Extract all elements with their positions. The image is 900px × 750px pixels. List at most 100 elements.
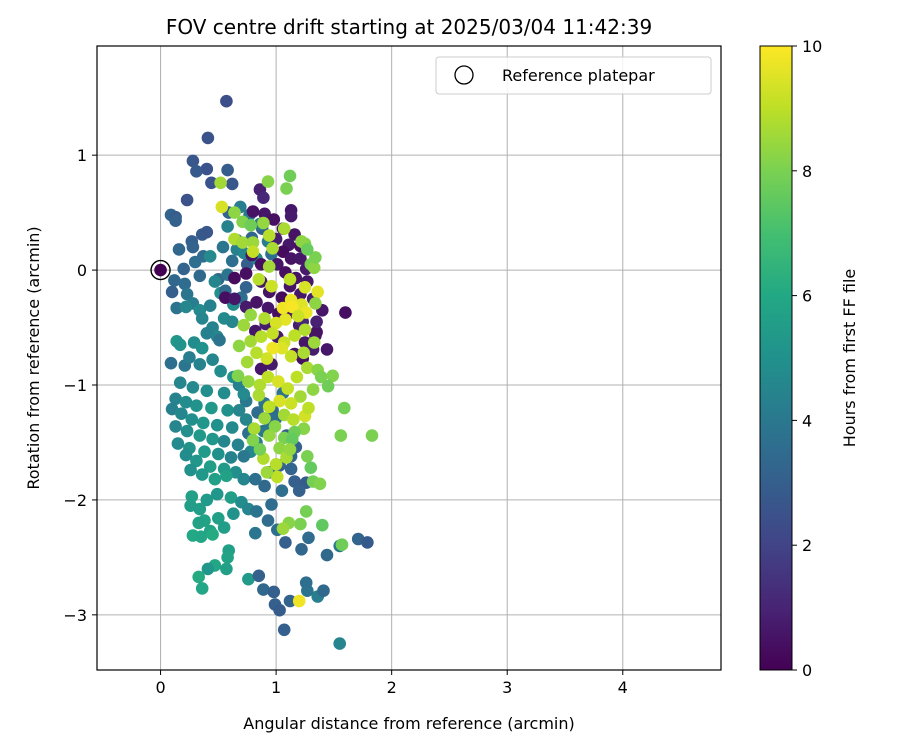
data-point <box>192 516 205 530</box>
data-point <box>228 292 241 306</box>
data-point <box>313 477 327 491</box>
data-point <box>225 177 239 191</box>
y-tick-label: 1 <box>77 146 87 165</box>
x-tick-label: 3 <box>502 678 512 697</box>
data-point <box>276 301 290 315</box>
data-point <box>172 243 186 256</box>
data-point <box>192 570 205 584</box>
data-point <box>197 416 210 430</box>
colorbar-gradient <box>759 45 793 671</box>
data-point <box>237 472 251 486</box>
data-point <box>239 281 253 294</box>
data-point <box>225 254 239 268</box>
data-point <box>277 222 291 235</box>
data-point <box>184 463 197 477</box>
chart-title: FOV centre drift starting at 2025/03/04 … <box>166 15 652 39</box>
data-point <box>201 562 215 576</box>
data-point <box>258 312 271 325</box>
data-point <box>365 429 379 442</box>
data-point <box>225 315 239 329</box>
data-point <box>210 418 224 432</box>
data-point <box>260 352 274 365</box>
data-point <box>249 472 262 486</box>
data-point <box>205 401 218 415</box>
data-point <box>225 421 239 434</box>
data-point <box>295 543 308 556</box>
data-point <box>321 379 335 393</box>
reference-point-fill <box>154 263 167 277</box>
x-tick-label: 0 <box>155 678 165 697</box>
data-point <box>221 404 234 417</box>
data-point <box>261 301 275 315</box>
data-point <box>252 569 266 583</box>
data-point <box>250 346 263 360</box>
data-point <box>206 528 219 541</box>
data-point <box>215 200 229 214</box>
data-point <box>168 274 181 287</box>
data-point <box>249 526 262 540</box>
data-point <box>169 392 182 406</box>
data-point <box>232 404 246 417</box>
data-point <box>179 395 193 409</box>
data-point <box>246 433 260 447</box>
data-point <box>220 94 233 108</box>
data-point <box>286 432 299 446</box>
data-point <box>206 353 219 367</box>
data-point <box>273 441 286 455</box>
data-point <box>195 468 209 481</box>
data-point <box>273 394 286 408</box>
data-point <box>320 548 334 562</box>
data-point <box>297 346 311 360</box>
data-point <box>219 291 232 305</box>
data-point <box>257 583 270 596</box>
data-point <box>252 273 266 286</box>
data-point <box>214 176 227 190</box>
data-point <box>277 623 291 637</box>
data-point <box>298 323 312 337</box>
data-point <box>237 387 251 401</box>
data-point <box>317 584 330 597</box>
data-point <box>173 338 187 352</box>
data-point <box>258 479 271 493</box>
data-point <box>212 512 225 525</box>
data-point <box>266 327 279 340</box>
data-point <box>236 236 249 249</box>
data-point <box>307 336 321 349</box>
data-point <box>169 214 182 227</box>
data-point <box>294 517 307 531</box>
data-point <box>244 308 257 322</box>
data-point <box>286 300 299 314</box>
data-point <box>203 249 217 263</box>
data-point <box>269 458 283 471</box>
data-point <box>361 536 374 549</box>
data-point <box>186 381 200 394</box>
data-point <box>304 461 318 475</box>
data-point <box>195 341 209 355</box>
data-point <box>179 300 193 314</box>
data-point <box>193 502 207 516</box>
data-point <box>200 162 214 176</box>
x-axis-label: Angular distance from reference (arcmin) <box>243 714 574 733</box>
x-axis-ticks: 0 1 2 3 4 <box>155 670 628 697</box>
data-point <box>186 154 200 168</box>
data-point <box>301 243 314 256</box>
data-point <box>188 255 202 269</box>
data-point <box>267 213 281 226</box>
data-point <box>333 637 347 650</box>
data-point <box>316 518 329 532</box>
y-tick-label: −1 <box>63 376 87 395</box>
data-point <box>250 296 263 309</box>
data-point <box>292 484 306 498</box>
data-point <box>205 176 218 190</box>
data-point <box>272 375 285 388</box>
data-point <box>195 582 209 595</box>
data-point <box>195 312 209 325</box>
legend: Reference platepar <box>435 56 712 95</box>
data-point <box>290 370 304 384</box>
data-point <box>301 361 314 375</box>
data-point <box>265 279 278 293</box>
colorbar-tick-label: 6 <box>802 287 812 306</box>
data-point <box>253 378 267 392</box>
plot-frame <box>96 45 722 671</box>
colorbar-tick-label: 4 <box>802 411 812 430</box>
